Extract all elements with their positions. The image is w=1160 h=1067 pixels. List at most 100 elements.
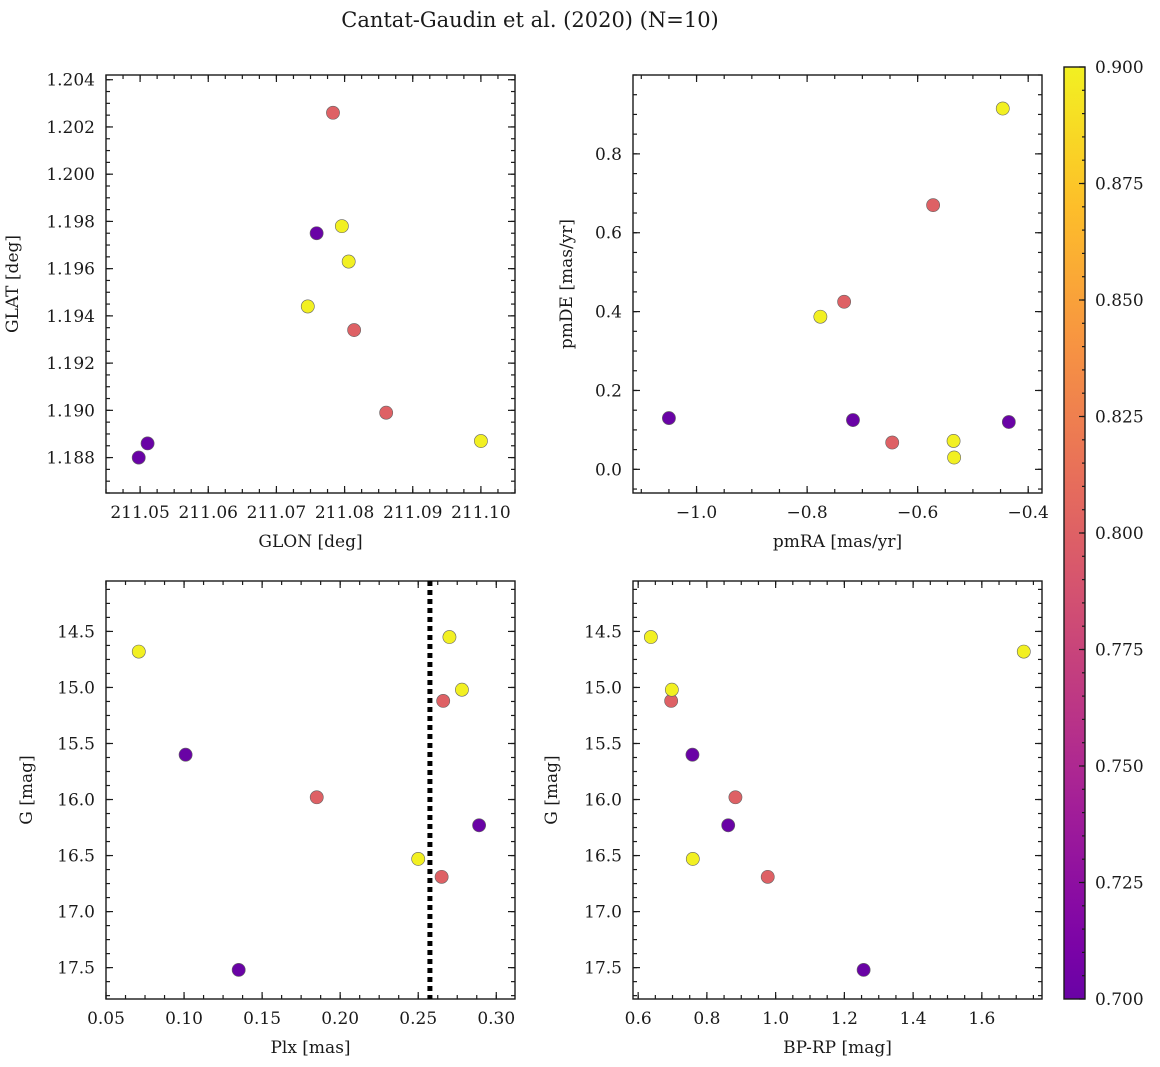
y-tick-label: 15.0 xyxy=(57,678,95,698)
y-tick-label: 1.196 xyxy=(46,260,95,280)
colorbar-tick-label: 0.900 xyxy=(1095,58,1144,78)
y-tick-label: 1.198 xyxy=(46,212,95,232)
y-tick-label: 16.0 xyxy=(57,791,95,811)
scatter-point xyxy=(442,630,457,644)
y-tick-label: 1.188 xyxy=(46,449,95,469)
y-tick-label: 17.5 xyxy=(57,959,95,979)
axes-frame xyxy=(105,580,516,1000)
x-axis-label: GLON [deg] xyxy=(258,532,362,552)
x-tick-label: 211.09 xyxy=(383,503,442,523)
x-tick-label: 1.2 xyxy=(831,1009,858,1029)
scatter-point xyxy=(1016,644,1031,659)
scatter-point xyxy=(334,219,349,234)
x-tick-label: −0.6 xyxy=(897,503,938,523)
figure-title: Cantat-Gaudin et al. (2020) (N=10) xyxy=(341,8,719,32)
scatter-point xyxy=(643,630,658,644)
colorbar-tick-label: 0.750 xyxy=(1095,757,1144,777)
y-tick-label: 14.5 xyxy=(584,622,622,642)
scatter-point xyxy=(474,434,488,448)
x-tick-label: 0.8 xyxy=(693,1009,720,1029)
x-tick-label: 0.6 xyxy=(625,1009,652,1029)
y-tick-label: 0.2 xyxy=(595,381,622,401)
y-tick-label: 1.192 xyxy=(46,354,95,374)
scatter-point xyxy=(995,101,1010,116)
y-tick-label: 15.5 xyxy=(57,734,95,754)
y-axis-label: pmDE [mas/yr] xyxy=(557,219,577,349)
y-tick-label: 1.194 xyxy=(46,307,95,327)
y-tick-label: 17.5 xyxy=(584,959,622,979)
y-tick-label: 16.5 xyxy=(584,847,622,867)
colorbar-tick-label: 0.850 xyxy=(1095,291,1144,311)
scatter-point xyxy=(309,790,324,805)
scatter-point xyxy=(1001,415,1016,429)
axes-frame xyxy=(632,580,1043,1000)
scatter-point xyxy=(455,682,469,697)
x-tick-label: 1.4 xyxy=(900,1009,927,1029)
y-tick-label: 16.0 xyxy=(584,791,622,811)
scatter-point xyxy=(760,869,775,884)
x-tick-label: −0.4 xyxy=(1008,503,1049,523)
panels: 211.05 211.06 211.07 211.08 211.09 211.10 1.18… xyxy=(3,71,1049,1058)
x-axis-label: Plx [mas] xyxy=(270,1038,350,1058)
y-tick-label: 0.8 xyxy=(595,145,622,165)
axes-frame xyxy=(632,74,1043,494)
scatter-point xyxy=(856,962,871,977)
scatter-point xyxy=(472,818,486,833)
axes-frame xyxy=(105,74,516,494)
panel-1: 211.05 211.06 211.07 211.08 211.09 211.10 1.18… xyxy=(3,71,516,552)
x-tick-label: 0.10 xyxy=(165,1009,203,1029)
x-tick-label: 0.20 xyxy=(321,1009,359,1029)
x-axis-label: pmRA [mas/yr] xyxy=(773,532,902,552)
x-tick-label: −1.0 xyxy=(676,503,717,523)
y-tick-label: 1.204 xyxy=(46,71,95,91)
scatter-point xyxy=(685,747,700,762)
x-tick-label: 0.15 xyxy=(243,1009,281,1029)
scatter-point xyxy=(379,405,394,420)
x-tick-label: 211.06 xyxy=(179,503,238,523)
scatter-point xyxy=(685,852,700,866)
colorbar-tick-label: 0.775 xyxy=(1095,641,1144,661)
scatter-point xyxy=(885,435,900,450)
x-tick-label: −0.8 xyxy=(786,503,827,523)
x-tick-label: 1.6 xyxy=(968,1009,995,1029)
panel-2: −1.0 −0.8 −0.6 −0.4 0.0 0.2 0.4 0.6 0.8 pmRA [mas… xyxy=(557,74,1049,552)
scatter-point xyxy=(947,450,962,465)
scatter-point xyxy=(231,962,246,977)
colorbar-tick-label: 0.800 xyxy=(1095,524,1144,544)
panel-4: 0.6 0.8 1.0 1.2 1.4 1.6 14.5 15.0 15.5 16.0 16.5 17… xyxy=(542,580,1043,1058)
scatter-point xyxy=(341,254,356,269)
scatter-point xyxy=(436,694,451,708)
scatter-point xyxy=(434,869,449,884)
scatter-point xyxy=(326,105,340,120)
scatter-point xyxy=(411,852,426,866)
scatter-point xyxy=(846,413,860,427)
y-tick-label: 0.6 xyxy=(595,224,622,244)
scatter-point xyxy=(131,644,146,659)
colorbar-tick-label: 0.725 xyxy=(1095,874,1144,894)
scatter-point xyxy=(300,299,315,314)
y-tick-label: 0.0 xyxy=(595,460,622,480)
y-tick-label: 1.202 xyxy=(46,118,95,138)
scatter-point xyxy=(728,790,743,805)
x-tick-label: 0.05 xyxy=(87,1009,125,1029)
x-tick-label: 0.25 xyxy=(399,1009,437,1029)
y-tick-label: 17.0 xyxy=(57,903,95,923)
y-tick-label: 1.200 xyxy=(46,165,95,185)
x-tick-label: 211.08 xyxy=(315,503,374,523)
x-tick-label: 0.30 xyxy=(477,1009,515,1029)
x-tick-label: 1.0 xyxy=(762,1009,789,1029)
y-axis-label: G [mag] xyxy=(17,755,37,824)
scatter-point xyxy=(721,818,736,833)
colorbar-tick-label: 0.825 xyxy=(1095,408,1144,428)
x-tick-label: 211.07 xyxy=(247,503,306,523)
scatter-point xyxy=(813,309,828,324)
x-tick-label: 211.10 xyxy=(451,503,510,523)
x-tick-label: 211.05 xyxy=(110,503,169,523)
scatter-point xyxy=(837,294,852,309)
y-tick-label: 1.190 xyxy=(46,401,95,421)
scatter-point xyxy=(926,198,941,213)
scatter-point xyxy=(131,450,146,465)
y-axis-label: G [mag] xyxy=(542,755,562,824)
colorbar: 0.700 0.725 0.750 0.775 0.800 0.825 0.850 0.875… xyxy=(1063,58,1144,1010)
